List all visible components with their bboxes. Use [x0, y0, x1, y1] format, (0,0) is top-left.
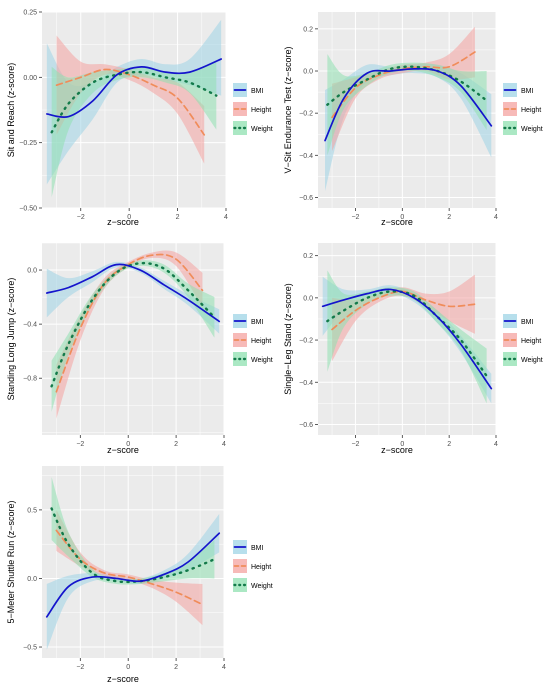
legend-label-bmi: BMI	[521, 88, 534, 95]
y-tick-label: 0.5	[27, 507, 37, 514]
x-axis-label: z−score	[107, 445, 139, 455]
y-tick-label: 0.0	[27, 576, 37, 583]
x-tick-label: −2	[77, 214, 85, 221]
legend-label-bmi: BMI	[251, 545, 264, 552]
legend-label-height: Height	[251, 338, 271, 345]
y-tick-label: −0.6	[299, 195, 313, 202]
x-tick-label: 2	[447, 441, 451, 448]
x-tick-label: 0	[126, 441, 130, 448]
chart-panel-4: −2 0 2 4 −0.6 −0.4 −0.2 0.0 0.2 z−score Single−Leg…	[283, 243, 543, 455]
legend: BMI Height Weight	[233, 83, 273, 135]
y-tick-label: −0.6	[299, 422, 313, 429]
y-tick-label: −0.25	[19, 140, 37, 147]
series-line-height	[331, 51, 476, 119]
series-line-bmi	[45, 532, 221, 618]
legend-label-weight: Weight	[251, 126, 273, 133]
x-tick-label: 4	[494, 441, 498, 448]
x-tick-label: 2	[447, 214, 451, 221]
x-tick-label: 0	[126, 664, 130, 671]
legend-label-bmi: BMI	[521, 319, 534, 326]
legend-key-height	[503, 333, 517, 347]
y-tick-label: 0.25	[23, 10, 37, 17]
series-line-bmi	[45, 58, 223, 118]
y-tick-label: 0.00	[23, 75, 37, 82]
y-tick-label: −0.2	[299, 338, 313, 345]
legend-label-height: Height	[521, 338, 541, 345]
x-tick-label: 0	[400, 441, 404, 448]
series-line-bmi	[45, 263, 221, 323]
x-tick-label: −2	[76, 441, 84, 448]
x-tick-label: 4	[224, 214, 228, 221]
y-tick-label: −0.8	[23, 376, 37, 383]
legend: BMI Height Weight	[503, 314, 543, 366]
y-tick-label: −0.4	[299, 153, 313, 160]
legend-label-weight: Weight	[251, 583, 273, 590]
x-axis-label: z−score	[381, 445, 413, 455]
legend-label-height: Height	[251, 107, 271, 114]
y-tick-label: 0.0	[27, 268, 37, 275]
chart-panel-1: −2 0 2 4 −0.50 −0.25 0.00 0.25 z−score Sit and Re…	[6, 10, 273, 228]
x-tick-label: 0	[127, 214, 131, 221]
y-tick-label: −0.2	[299, 111, 313, 118]
series-line-bmi	[324, 67, 493, 142]
chart-panel-5: −2 0 2 4 −0.5 0.0 0.5 z−score 5−Meter Shuttle Ru…	[6, 466, 273, 684]
band-weight	[51, 61, 217, 198]
legend-key-height	[233, 102, 247, 116]
series-line-bmi	[321, 288, 493, 390]
series-line-weight	[50, 507, 216, 584]
legend-label-height: Height	[251, 564, 271, 571]
series-line-weight	[50, 70, 218, 134]
y-tick-label: −0.4	[299, 380, 313, 387]
y-tick-label: −0.5	[23, 645, 37, 652]
band-bmi	[46, 261, 220, 334]
y-tick-label: 0.2	[303, 26, 313, 33]
series-line-height	[55, 68, 206, 136]
y-axis-label: 5−Meter Shuttle Run (z−score)	[6, 500, 16, 623]
legend-label-weight: Weight	[521, 126, 543, 133]
x-tick-label: 2	[174, 664, 178, 671]
legend-label-weight: Weight	[251, 357, 273, 364]
legend-label-bmi: BMI	[251, 88, 264, 95]
legend: BMI Height Weight	[233, 314, 273, 366]
x-tick-label: 2	[174, 441, 178, 448]
legend-key-height	[233, 559, 247, 573]
band-weight	[51, 476, 215, 585]
y-tick-label: 0.0	[303, 295, 313, 302]
band-height	[332, 274, 475, 362]
y-tick-label: −0.50	[19, 206, 37, 213]
y-axis-label: Single−Leg Stand (z−score)	[283, 283, 293, 395]
x-tick-label: 0	[400, 214, 404, 221]
x-tick-label: −2	[351, 441, 359, 448]
series-line-height	[55, 253, 204, 393]
x-tick-label: 2	[176, 214, 180, 221]
y-axis-label: V−Sit Endurance Test (z−score)	[283, 47, 293, 174]
x-axis-label: z−score	[107, 217, 139, 227]
legend-label-height: Height	[521, 107, 541, 114]
legend: BMI Height Weight	[233, 540, 273, 592]
chart-panel-3: −2 0 2 4 −0.8 −0.4 0.0 z−score Standing Long Jum…	[6, 243, 273, 455]
legend-key-height	[233, 333, 247, 347]
legend-label-bmi: BMI	[251, 319, 264, 326]
y-tick-label: 0.0	[303, 69, 313, 76]
x-axis-label: z−score	[381, 217, 413, 227]
x-tick-label: −2	[351, 214, 359, 221]
legend-key-height	[503, 102, 517, 116]
x-tick-label: 4	[494, 214, 498, 221]
y-axis-label: Sit and Reach (z-score)	[6, 63, 16, 158]
y-tick-label: 0.2	[303, 253, 313, 260]
band-height	[56, 250, 203, 419]
x-tick-label: −2	[76, 664, 84, 671]
legend-label-weight: Weight	[521, 357, 543, 364]
band-weight	[51, 260, 215, 413]
x-axis-label: z−score	[107, 674, 139, 684]
y-tick-label: −0.4	[23, 322, 37, 329]
series-line-height	[55, 529, 204, 606]
x-tick-label: 4	[222, 441, 226, 448]
y-axis-label: Standing Long Jump (z−score)	[6, 278, 16, 401]
chart-panel-2: −2 0 2 4 −0.6 −0.4 −0.2 0.0 0.2 z−score V−Sit Endu…	[283, 12, 543, 227]
band-height	[56, 35, 205, 164]
x-tick-label: 4	[222, 664, 226, 671]
legend: BMI Height Weight	[503, 83, 543, 135]
